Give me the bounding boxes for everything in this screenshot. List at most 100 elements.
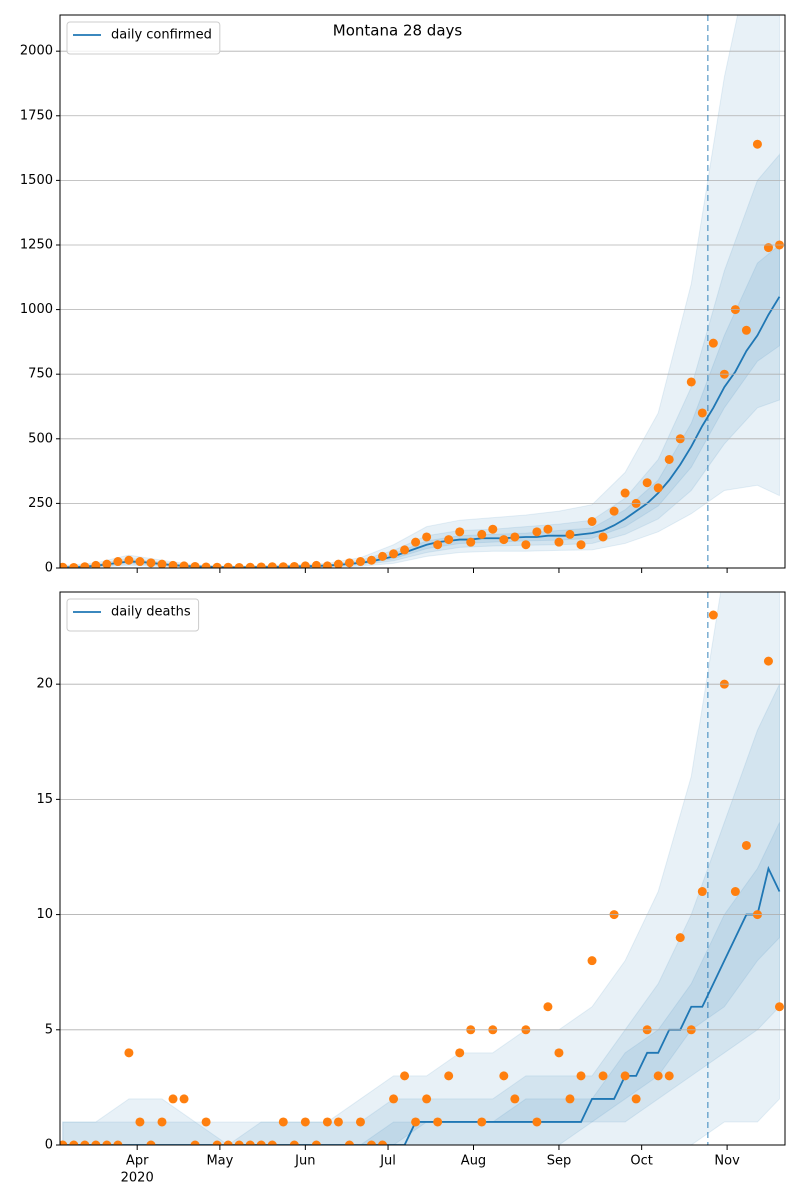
axes-frame [59, 591, 786, 1146]
uncertainty-band [62, 822, 780, 1145]
y-tick-label: 1000 [20, 302, 53, 317]
observed-point [532, 1117, 542, 1127]
observed-point [289, 1140, 299, 1145]
x-tick-label: Jul [379, 1154, 396, 1169]
observed-point [91, 560, 101, 568]
observed-point [322, 561, 332, 568]
observed-point [708, 338, 718, 348]
legend: daily deaths [66, 598, 200, 632]
x-tick-label: May [206, 1154, 233, 1169]
observed-point [730, 887, 740, 897]
legend: daily confirmed [66, 21, 221, 55]
observed-point [234, 562, 244, 568]
observed-point [333, 1117, 343, 1127]
legend-box [66, 598, 200, 632]
x-tick-label: Sep [547, 1154, 572, 1169]
observed-point [554, 1048, 564, 1058]
observed-point [60, 562, 68, 568]
observed-point [190, 561, 200, 568]
observed-point [741, 840, 751, 850]
observed-point [609, 506, 619, 516]
observed-point [80, 562, 90, 568]
observed-point [333, 559, 343, 568]
chart-title: Montana 28 days [333, 22, 463, 40]
observed-point [741, 325, 751, 335]
y-tick-label: 20 [36, 677, 53, 692]
observed-point [278, 1117, 288, 1127]
observed-point [576, 540, 586, 550]
observed-point [91, 1140, 101, 1145]
observed-point [201, 562, 211, 568]
y-tick-label: 500 [28, 431, 53, 446]
legend-label: daily deaths [111, 605, 191, 620]
observed-point [124, 555, 134, 565]
x-tick-label: Aug [461, 1154, 486, 1169]
observed-point [774, 1002, 784, 1012]
x-tick-label: Jun [294, 1154, 315, 1169]
observed-point [400, 1071, 410, 1081]
observed-point [598, 1071, 608, 1081]
uncertainty-band [62, 592, 780, 1145]
observed-point [686, 377, 696, 387]
observed-point [223, 1140, 233, 1145]
observed-point [135, 557, 145, 567]
observed-point [256, 1140, 266, 1145]
observed-point [543, 1002, 553, 1012]
observed-point [532, 527, 542, 537]
observed-point [389, 1094, 399, 1104]
y-tick-label: 250 [28, 496, 53, 511]
observed-point [300, 561, 310, 568]
plot-area [60, 15, 784, 568]
observed-point [422, 532, 432, 542]
subplot: 0 250 500 750 1000 1250 1500 1750 2000 Montana 28… [20, 14, 786, 576]
observed-point [69, 562, 79, 568]
observed-point [378, 551, 388, 561]
observed-point [146, 558, 156, 568]
observed-point [444, 535, 454, 545]
observed-point [521, 540, 531, 550]
legend-box [66, 21, 221, 55]
y-tick-label: 0 [45, 1138, 53, 1153]
observed-point [466, 537, 476, 547]
observed-point [411, 1117, 421, 1127]
observed-point [598, 532, 608, 542]
observed-point [576, 1071, 586, 1081]
observed-point [223, 562, 233, 568]
observed-point [587, 956, 597, 966]
y-tick-label: 1750 [20, 108, 53, 123]
observed-point [179, 1094, 189, 1104]
x-tick-label: Apr [126, 1154, 149, 1169]
observed-point [389, 549, 399, 559]
observed-point [256, 562, 266, 568]
observed-point [620, 488, 630, 498]
observed-point [201, 1117, 211, 1127]
y-tick-label: 0 [45, 561, 53, 576]
subplot: 0 5 10 15 20 Apr May Jun Jul Aug Sep Oct Nov 2020 dail… [36, 591, 786, 1186]
observed-point [278, 562, 288, 568]
observed-point [510, 532, 520, 542]
observed-point [664, 454, 674, 464]
observed-point [477, 1117, 487, 1127]
observed-point [367, 555, 377, 565]
observed-point [697, 887, 707, 897]
observed-point [311, 1140, 321, 1145]
observed-point [763, 243, 773, 253]
x-year-label: 2020 [121, 1171, 154, 1186]
y-tick-label: 15 [36, 792, 53, 807]
x-tick-label: Nov [714, 1154, 740, 1169]
observed-point [653, 1071, 663, 1081]
observed-point [135, 1117, 145, 1127]
observed-point [477, 529, 487, 539]
observed-point [455, 1048, 465, 1058]
observed-point [113, 557, 123, 567]
y-tick-label: 2000 [20, 44, 53, 59]
observed-point [631, 1094, 641, 1104]
y-tick-label: 5 [45, 1022, 53, 1037]
observed-point [565, 529, 575, 539]
y-tick-label: 1250 [20, 237, 53, 252]
x-tick-label: Oct [630, 1154, 652, 1169]
axes-frame [59, 14, 786, 569]
observed-point [245, 1140, 255, 1145]
observed-point [543, 524, 553, 534]
